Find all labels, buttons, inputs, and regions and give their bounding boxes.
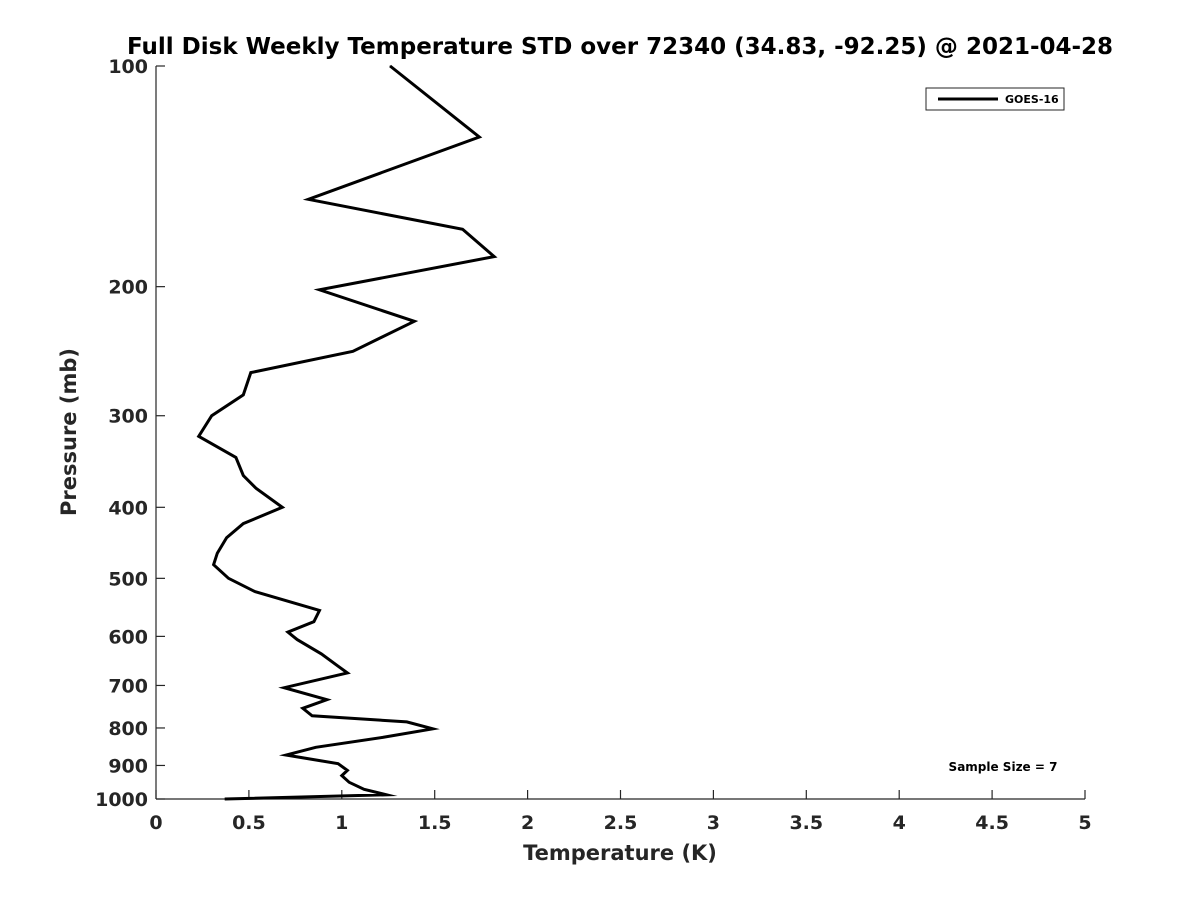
x-tick-label: 2 xyxy=(521,812,534,834)
data-point-goes-16 xyxy=(432,728,434,730)
x-tick-label: 3 xyxy=(707,812,720,834)
data-point-goes-16 xyxy=(235,456,237,458)
y-tick-label: 100 xyxy=(108,56,148,78)
data-point-goes-16 xyxy=(283,687,285,689)
chart-title: Full Disk Weekly Temperature STD over 72… xyxy=(127,34,1113,60)
data-point-goes-16 xyxy=(242,475,244,477)
legend-label-goes-16: GOES-16 xyxy=(1005,93,1059,106)
x-tick-label: 3.5 xyxy=(789,812,823,834)
y-tick-label: 1000 xyxy=(95,789,148,811)
x-tick-label: 0 xyxy=(149,812,162,834)
data-point-goes-16 xyxy=(406,721,408,723)
data-point-goes-16 xyxy=(478,136,480,138)
y-tick-label: 900 xyxy=(108,755,148,777)
data-point-goes-16 xyxy=(281,506,283,508)
y-tick-label: 400 xyxy=(108,497,148,519)
data-point-goes-16 xyxy=(313,621,315,623)
y-tick-label: 700 xyxy=(108,675,148,697)
data-point-goes-16 xyxy=(307,198,309,200)
y-tick-label: 500 xyxy=(108,568,148,590)
y-tick-label: 200 xyxy=(108,277,148,299)
data-point-goes-16 xyxy=(198,435,200,437)
x-tick-label: 4.5 xyxy=(975,812,1009,834)
data-point-goes-16 xyxy=(253,590,255,592)
data-point-goes-16 xyxy=(227,577,229,579)
data-point-goes-16 xyxy=(346,769,348,771)
x-tick-label: 1.5 xyxy=(418,812,452,834)
data-point-goes-16 xyxy=(346,672,348,674)
plot-frame xyxy=(155,66,1085,800)
data-point-goes-16 xyxy=(216,552,218,554)
data-point-goes-16 xyxy=(337,763,339,765)
data-point-goes-16 xyxy=(326,699,328,701)
y-tick-label: 600 xyxy=(108,626,148,648)
x-tick-label: 2.5 xyxy=(604,812,638,834)
data-point-goes-16 xyxy=(315,746,317,748)
data-point-goes-16 xyxy=(385,794,387,796)
series-line-goes-16 xyxy=(196,64,498,801)
data-point-goes-16 xyxy=(337,665,339,667)
data-point-goes-16 xyxy=(348,781,350,783)
data-point-goes-16 xyxy=(296,639,298,641)
data-point-goes-16 xyxy=(320,653,322,655)
data-point-goes-16 xyxy=(389,65,391,67)
legend: GOES-16 xyxy=(925,87,1065,111)
x-tick-label: 1 xyxy=(335,812,348,834)
data-point-goes-16 xyxy=(285,754,287,756)
data-point-goes-16 xyxy=(242,523,244,525)
series-layer xyxy=(196,64,498,801)
data-point-goes-16 xyxy=(493,256,495,258)
data-point-goes-16 xyxy=(302,707,304,709)
data-point-goes-16 xyxy=(363,788,365,790)
data-point-goes-16 xyxy=(226,537,228,539)
data-point-goes-16 xyxy=(255,487,257,489)
sample-size-annotation: Sample Size = 7 xyxy=(949,760,1058,774)
x-tick-label: 0.5 xyxy=(232,812,266,834)
data-point-goes-16 xyxy=(319,609,321,611)
x-axis-ticks: 0 0.5 1 1.5 2 2.5 3 3.5 4 4.5 5 xyxy=(149,790,1092,834)
data-point-goes-16 xyxy=(462,228,464,230)
y-tick-label: 300 xyxy=(108,406,148,428)
data-point-goes-16 xyxy=(352,350,354,352)
data-point-goes-16 xyxy=(382,736,384,738)
y-axis-label: Pressure (mb) xyxy=(57,348,81,516)
data-point-goes-16 xyxy=(224,798,226,800)
x-axis-label: Temperature (K) xyxy=(523,841,717,865)
data-point-goes-16 xyxy=(311,715,313,717)
data-point-goes-16 xyxy=(341,775,343,777)
data-point-goes-16 xyxy=(287,631,289,633)
x-tick-label: 4 xyxy=(893,812,906,834)
data-point-goes-16 xyxy=(319,289,321,291)
data-point-goes-16 xyxy=(242,394,244,396)
data-point-goes-16 xyxy=(213,564,215,566)
y-tick-label: 800 xyxy=(108,718,148,740)
data-point-goes-16 xyxy=(211,415,213,417)
data-point-goes-16 xyxy=(413,320,415,322)
x-tick-label: 5 xyxy=(1078,812,1091,834)
y-axis-ticks: 100 200 300 400 500 600 700 800 900 1000 xyxy=(95,56,165,811)
data-point-goes-16 xyxy=(250,372,252,374)
